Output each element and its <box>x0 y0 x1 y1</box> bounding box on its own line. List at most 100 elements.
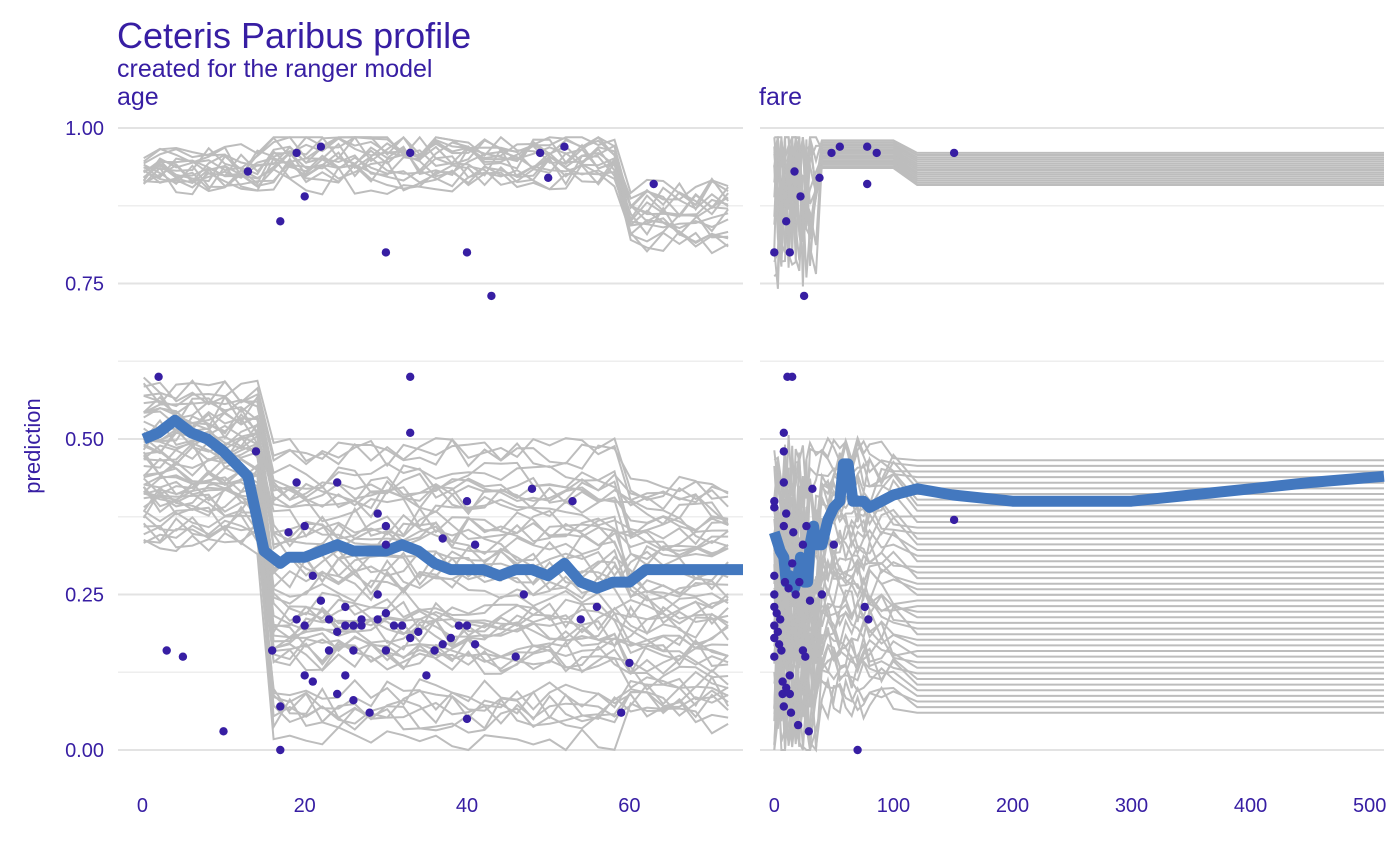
x-tick-label: 40 <box>456 795 478 817</box>
observation-point <box>422 671 431 680</box>
observation-point <box>430 646 439 655</box>
observation-point <box>949 515 959 525</box>
x-tick-label: 0 <box>769 795 780 817</box>
observation-point <box>779 478 788 487</box>
ice-profile-line <box>773 434 1384 544</box>
observation-point <box>798 540 808 549</box>
observation-point <box>829 540 838 549</box>
observation-point <box>162 646 171 655</box>
observation-point <box>381 521 391 531</box>
observation-point <box>243 167 253 176</box>
panel-age: age 0 20 40 60 <box>117 83 743 817</box>
observation-point <box>770 633 779 643</box>
observation-point <box>381 646 391 655</box>
observation-point <box>381 609 391 618</box>
observation-point <box>770 248 779 257</box>
observation-point <box>406 372 415 381</box>
observation-point <box>438 640 447 649</box>
observation-point <box>341 621 350 630</box>
observation-point <box>470 640 480 649</box>
observation-point <box>381 540 391 549</box>
observation-point <box>268 646 277 655</box>
observation-point <box>773 627 783 636</box>
observation-point <box>872 148 881 158</box>
observation-point <box>791 590 800 599</box>
observation-point <box>863 142 872 151</box>
observation-point <box>381 248 391 257</box>
observation-point <box>487 291 496 301</box>
observation-point <box>316 142 326 151</box>
x-tick-label: 60 <box>618 795 640 817</box>
observation-point <box>778 677 787 686</box>
ice-profile-line <box>142 380 729 495</box>
observation-point <box>406 428 415 437</box>
ice-profile-line <box>773 544 1384 659</box>
observation-point <box>308 571 317 580</box>
observation-point <box>324 615 334 624</box>
observation-point <box>300 521 309 531</box>
observation-point <box>576 615 585 624</box>
ice-profile-line <box>142 418 729 602</box>
y-tick-label: 0.00 <box>65 740 104 762</box>
observation-point <box>782 683 791 692</box>
observation-point <box>772 609 781 618</box>
chart-title: Ceteris Paribus profile <box>117 15 471 56</box>
observation-point <box>462 497 472 506</box>
ice-profile-line <box>773 618 1384 718</box>
ice-profile-line <box>142 445 729 602</box>
y-axis-label: prediction <box>20 398 45 493</box>
ice-profiles <box>142 135 729 752</box>
observation-point <box>373 590 382 599</box>
ice-profile-line <box>143 157 729 248</box>
ice-profile-line <box>142 517 729 725</box>
observation-point <box>316 596 326 605</box>
observation-point <box>827 148 836 158</box>
observation-point <box>357 615 366 624</box>
ice-profile-line <box>143 392 729 545</box>
x-tick-label: 400 <box>1234 795 1267 817</box>
observation-point <box>365 708 374 717</box>
observation-point <box>544 173 553 182</box>
ice-profile-line <box>143 493 729 676</box>
observation-point <box>782 509 791 518</box>
observation-point <box>815 173 824 182</box>
x-tick-label: 0 <box>137 795 148 817</box>
ice-profile-line <box>773 161 1384 275</box>
observation-point <box>349 646 358 655</box>
y-tick-label: 0.25 <box>65 585 104 607</box>
observation-point <box>864 615 873 624</box>
observation-point <box>389 621 399 630</box>
observation-point <box>406 148 415 158</box>
observation-points <box>154 142 658 755</box>
x-axis-ticks: 0 100 200 300 400 500 <box>769 795 1387 817</box>
x-axis-ticks: 0 20 40 60 <box>137 795 641 817</box>
aggregate-profile-line <box>769 458 1385 594</box>
observation-point <box>276 745 285 755</box>
ice-profile-line <box>143 407 729 552</box>
observation-point <box>414 627 423 636</box>
y-axis-ticks: 0.00 0.25 0.50 0.75 1.00 <box>65 118 104 762</box>
ice-profile-line <box>143 518 729 732</box>
observation-point <box>284 528 293 537</box>
observation-point <box>949 148 959 158</box>
observation-point <box>796 192 805 201</box>
observation-point <box>853 745 862 755</box>
observation-point <box>251 447 261 456</box>
ice-profile-line <box>143 135 729 201</box>
observation-point <box>777 646 786 655</box>
ice-profile-line <box>143 135 729 207</box>
ice-profile-line <box>143 136 729 212</box>
observation-point <box>779 702 788 711</box>
observation-points <box>770 142 959 755</box>
observation-point <box>649 179 658 189</box>
observation-point <box>779 428 788 437</box>
ice-profile-line <box>773 152 1384 289</box>
panel-fare: fare 0 100 200 300 400 500 <box>759 83 1386 817</box>
observation-point <box>341 671 350 680</box>
observation-point <box>785 671 794 680</box>
observation-point <box>324 646 334 655</box>
ice-profile-line <box>143 511 729 718</box>
x-tick-label: 20 <box>294 795 316 817</box>
grid <box>118 127 743 751</box>
ice-profile-line <box>143 154 729 243</box>
